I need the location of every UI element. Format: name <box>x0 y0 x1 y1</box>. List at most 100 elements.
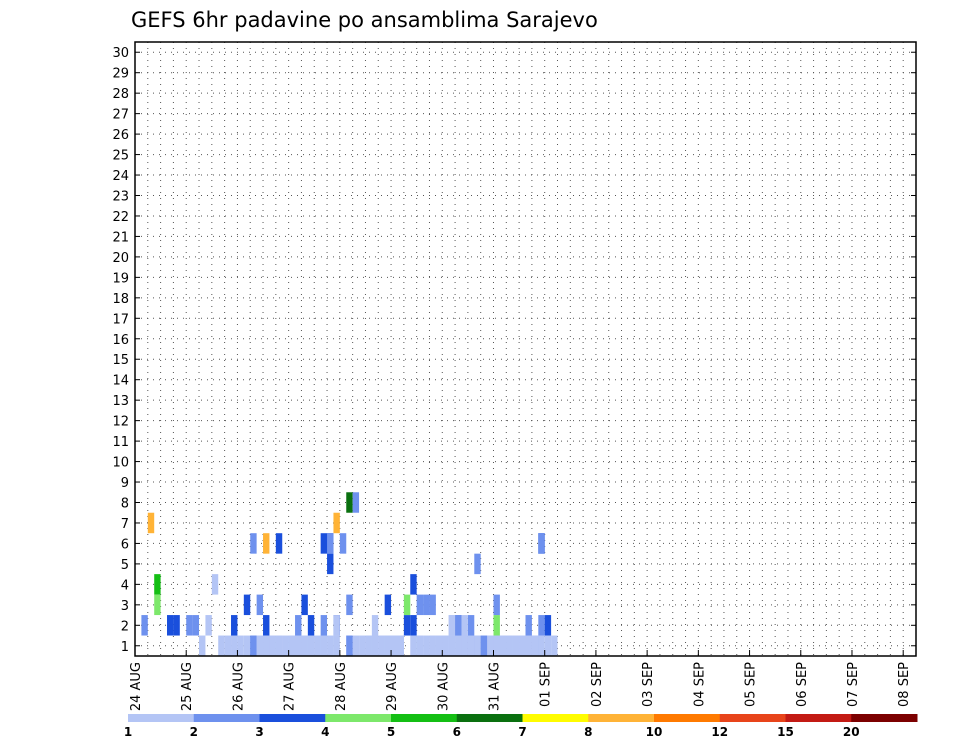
data-cell <box>371 635 379 656</box>
data-cell <box>410 574 417 595</box>
data-cell <box>531 635 539 656</box>
data-cell <box>487 635 494 656</box>
y-tick-label: 18 <box>112 292 129 307</box>
data-cell <box>352 635 360 656</box>
data-cell <box>455 635 462 656</box>
data-cell <box>493 594 500 616</box>
colorbar-label: 3 <box>255 725 263 739</box>
data-cell <box>301 594 308 616</box>
data-cell <box>333 512 340 534</box>
data-cell <box>263 615 270 636</box>
data-cell <box>327 553 334 575</box>
colorbar-swatch <box>719 714 786 722</box>
data-cell <box>231 615 238 636</box>
colorbar-label: 12 <box>711 725 728 739</box>
y-tick-label: 30 <box>112 46 129 61</box>
data-cell <box>288 635 296 656</box>
data-cell <box>525 635 532 656</box>
data-cell <box>352 492 360 513</box>
data-cell <box>461 615 468 636</box>
data-cell <box>167 615 174 636</box>
data-cell <box>282 635 289 656</box>
data-cell <box>442 635 449 656</box>
data-cell <box>493 615 500 636</box>
colorbar-label: 15 <box>777 725 794 739</box>
y-axis: 1234567891011121314151617181920212223242… <box>112 46 916 655</box>
data-cell <box>429 594 436 616</box>
x-tick-label: 06 SEP <box>795 662 810 707</box>
data-cell <box>493 635 500 656</box>
colorbar-swatch <box>851 714 918 722</box>
data-cell <box>384 594 392 616</box>
colorbar-label: 2 <box>190 725 198 739</box>
data-cell <box>371 615 379 636</box>
y-tick-label: 19 <box>112 271 129 286</box>
data-cell <box>397 635 404 656</box>
x-tick-label: 30 AUG <box>436 662 451 711</box>
data-cell <box>365 635 372 656</box>
data-cell <box>467 635 475 656</box>
data-cell <box>391 635 398 656</box>
data-cell <box>499 635 507 656</box>
data-cell <box>186 615 193 636</box>
data-cell <box>538 615 545 636</box>
y-tick-label: 11 <box>112 435 129 450</box>
data-cell <box>231 635 238 656</box>
x-tick-label: 01 SEP <box>539 662 554 707</box>
colorbar-swatch <box>325 714 392 722</box>
x-tick-label: 27 AUG <box>283 662 298 711</box>
y-tick-label: 15 <box>112 353 129 368</box>
data-cell <box>263 635 270 656</box>
data-cell <box>448 635 456 656</box>
data-cell <box>211 574 219 595</box>
colorbar-legend: 1 2 3 4 5 6 7 8 10 12 15 20 <box>124 714 918 739</box>
y-tick-label: 4 <box>121 578 129 593</box>
data-cell <box>327 533 334 554</box>
colorbar-label: 20 <box>843 725 860 739</box>
data-cell <box>269 635 276 656</box>
data-cell <box>333 635 340 656</box>
y-tick-label: 29 <box>112 67 129 82</box>
y-tick-label: 25 <box>112 149 129 164</box>
data-cell <box>403 615 411 636</box>
y-tick-label: 14 <box>112 374 129 389</box>
data-cell <box>263 533 270 554</box>
data-cell <box>154 574 161 595</box>
x-tick-label: 03 SEP <box>641 662 656 707</box>
x-axis: 24 AUG 25 AUG 26 AUG 27 AUG 28 AUG 29 AUG 30 A… <box>129 650 912 711</box>
data-cell <box>154 594 161 616</box>
y-tick-label: 23 <box>112 190 129 205</box>
x-tick-label: 08 SEP <box>897 662 912 707</box>
data-cell <box>416 635 424 656</box>
colorbar-label: 1 <box>124 725 132 739</box>
data-cell <box>205 615 212 636</box>
y-tick-label: 12 <box>112 415 129 430</box>
y-tick-label: 5 <box>121 558 129 573</box>
data-cell <box>256 594 264 616</box>
data-cell <box>359 635 366 656</box>
data-cell <box>551 635 558 656</box>
data-cell <box>384 635 392 656</box>
data-cell <box>455 615 462 636</box>
data-cell <box>538 635 545 656</box>
data-cell <box>378 635 385 656</box>
data-cell <box>320 635 328 656</box>
colorbar-swatch <box>522 714 589 722</box>
colorbar-label: 8 <box>584 725 592 739</box>
data-cell <box>512 635 520 656</box>
data-cell <box>307 615 315 636</box>
colorbar-label: 7 <box>518 725 526 739</box>
data-cell <box>339 533 347 554</box>
data-cell <box>327 635 334 656</box>
data-cell <box>410 615 417 636</box>
x-tick-label: 07 SEP <box>846 662 861 707</box>
data-cell <box>275 635 283 656</box>
y-tick-label: 2 <box>121 619 129 634</box>
x-tick-label: 04 SEP <box>692 662 707 707</box>
data-cell <box>480 635 488 656</box>
data-cell <box>301 635 308 656</box>
y-tick-label: 21 <box>112 230 129 245</box>
x-tick-label: 24 AUG <box>129 662 144 711</box>
colorbar-label: 10 <box>646 725 663 739</box>
